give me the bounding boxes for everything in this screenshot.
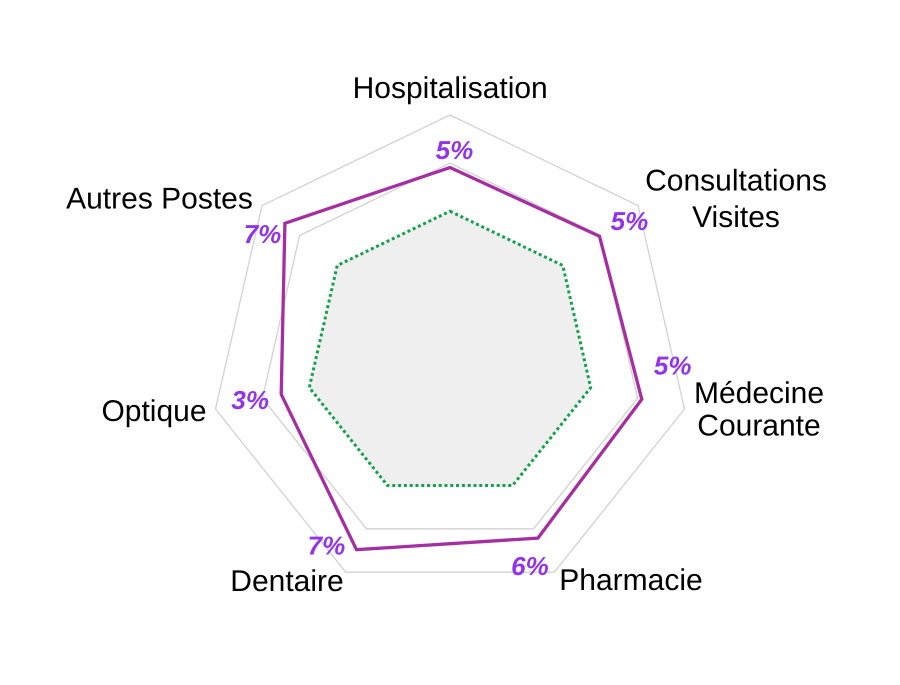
- svg-text:Consultations: Consultations: [645, 165, 827, 198]
- svg-text:5%: 5%: [611, 206, 649, 236]
- svg-text:7%: 7%: [308, 531, 346, 561]
- svg-text:3%: 3%: [231, 385, 269, 415]
- svg-text:5%: 5%: [654, 350, 692, 380]
- svg-text:Médecine: Médecine: [694, 377, 824, 410]
- svg-text:Optique: Optique: [101, 395, 206, 428]
- svg-text:Courante: Courante: [697, 409, 820, 442]
- svg-text:5%: 5%: [436, 135, 474, 165]
- svg-text:Hospitalisation: Hospitalisation: [353, 72, 548, 105]
- svg-text:Pharmacie: Pharmacie: [559, 564, 702, 597]
- svg-text:Autres Postes: Autres Postes: [66, 182, 253, 215]
- svg-text:7%: 7%: [244, 219, 282, 249]
- svg-text:Dentaire: Dentaire: [230, 565, 343, 598]
- svg-text:Visites: Visites: [692, 201, 780, 234]
- svg-text:6%: 6%: [511, 551, 549, 581]
